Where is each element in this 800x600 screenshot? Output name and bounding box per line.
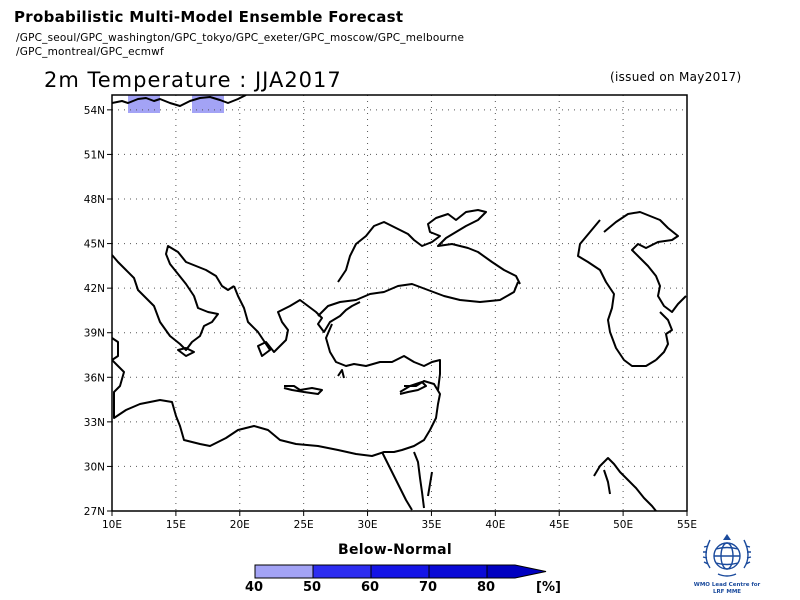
red-sea-coast-east (413, 451, 425, 509)
wmo-emblem-icon (702, 534, 752, 577)
lon-tick-label: 40E (485, 519, 505, 531)
lon-tick-label: 25E (294, 519, 314, 531)
balkans-greece-coast (233, 285, 361, 357)
main-title: Probabilistic Multi-Model Ensemble Forec… (14, 8, 404, 26)
plot-title: 2m Temperature : JJA2017 (44, 68, 342, 92)
map-frame (111, 94, 688, 512)
lon-tick-label: 20E (230, 519, 250, 531)
gridlines (112, 95, 687, 511)
sardinia-outline (112, 337, 119, 361)
legend-swatch-50-60 (312, 564, 372, 579)
logo-caption-line-2: LRF MME (712, 588, 742, 595)
legend-swatch-70-80 (428, 564, 488, 579)
sicily-outline (177, 347, 195, 357)
legend-swatch-60-70 (370, 564, 430, 579)
crete-outline (283, 385, 323, 395)
sinai-aqaba-coast (427, 471, 433, 497)
legend-label-80: 80 (477, 580, 496, 595)
red-sea-coast-west (381, 451, 413, 511)
caspian-west-coast (577, 219, 657, 367)
lat-tick-label: 42N (84, 283, 105, 295)
turkey-coast (317, 281, 519, 317)
legend-label-50: 50 (303, 580, 322, 595)
lat-tick-label: 33N (84, 417, 105, 429)
coastlines (112, 95, 687, 511)
legend-unit: [%] (536, 580, 561, 595)
logo-caption: WMO Lead Centre for LRF MME (686, 582, 768, 595)
lon-tick-label: 50E (613, 519, 633, 531)
legend-swatch-80-plus (486, 564, 547, 579)
models-line-2: /GPC_montreal/GPC_ecmwf (16, 46, 164, 58)
gulf-coast (593, 457, 657, 511)
legend-label-60: 60 (361, 580, 380, 595)
gulf-coast-inner (603, 469, 611, 495)
models-line-1: /GPC_seoul/GPC_washington/GPC_tokyo/GPC_… (16, 32, 465, 44)
issued-date: (issued on May2017) (610, 70, 742, 84)
caspian-east-coast (603, 211, 687, 313)
legend-swatch-40-50 (254, 564, 314, 579)
legend-label-70: 70 (419, 580, 438, 595)
lon-tick-label: 10E (102, 519, 122, 531)
black-sea-north-coast (337, 209, 521, 285)
caspian-south-coast (655, 311, 673, 361)
longitude-ticks: 10E 15E 20E 25E 30E 35E 40E 45E 50E 55E (102, 511, 697, 531)
legend-colorbar (254, 564, 547, 579)
lat-tick-label: 36N (84, 372, 105, 384)
turkey-south-coast (325, 323, 441, 391)
lat-tick-label: 51N (84, 149, 105, 161)
lon-tick-label: 55E (677, 519, 697, 531)
lon-tick-label: 15E (166, 519, 186, 531)
lon-tick-label: 45E (549, 519, 569, 531)
lon-tick-label: 30E (358, 519, 378, 531)
logo-caption-line-1: WMO Lead Centre for (693, 582, 761, 588)
lat-tick-label: 39N (84, 328, 105, 340)
latitude-ticks: 54N 51N 48N 45N 42N 39N 36N 33N 30N 27N (84, 105, 112, 518)
iberia-north-africa-coast (112, 359, 441, 457)
lat-tick-label: 54N (84, 105, 105, 117)
lat-tick-label: 48N (84, 194, 105, 206)
legend-title: Below-Normal (338, 542, 453, 558)
baltic-coast (112, 95, 247, 107)
rhodes-outline (337, 369, 345, 379)
cyprus-outline (399, 381, 427, 395)
lat-tick-label: 30N (84, 461, 105, 473)
legend-label-40: 40 (245, 580, 264, 595)
lat-tick-label: 45N (84, 239, 105, 251)
lon-tick-label: 35E (421, 519, 441, 531)
italy-coast (112, 245, 235, 351)
lat-tick-label: 27N (84, 506, 105, 518)
